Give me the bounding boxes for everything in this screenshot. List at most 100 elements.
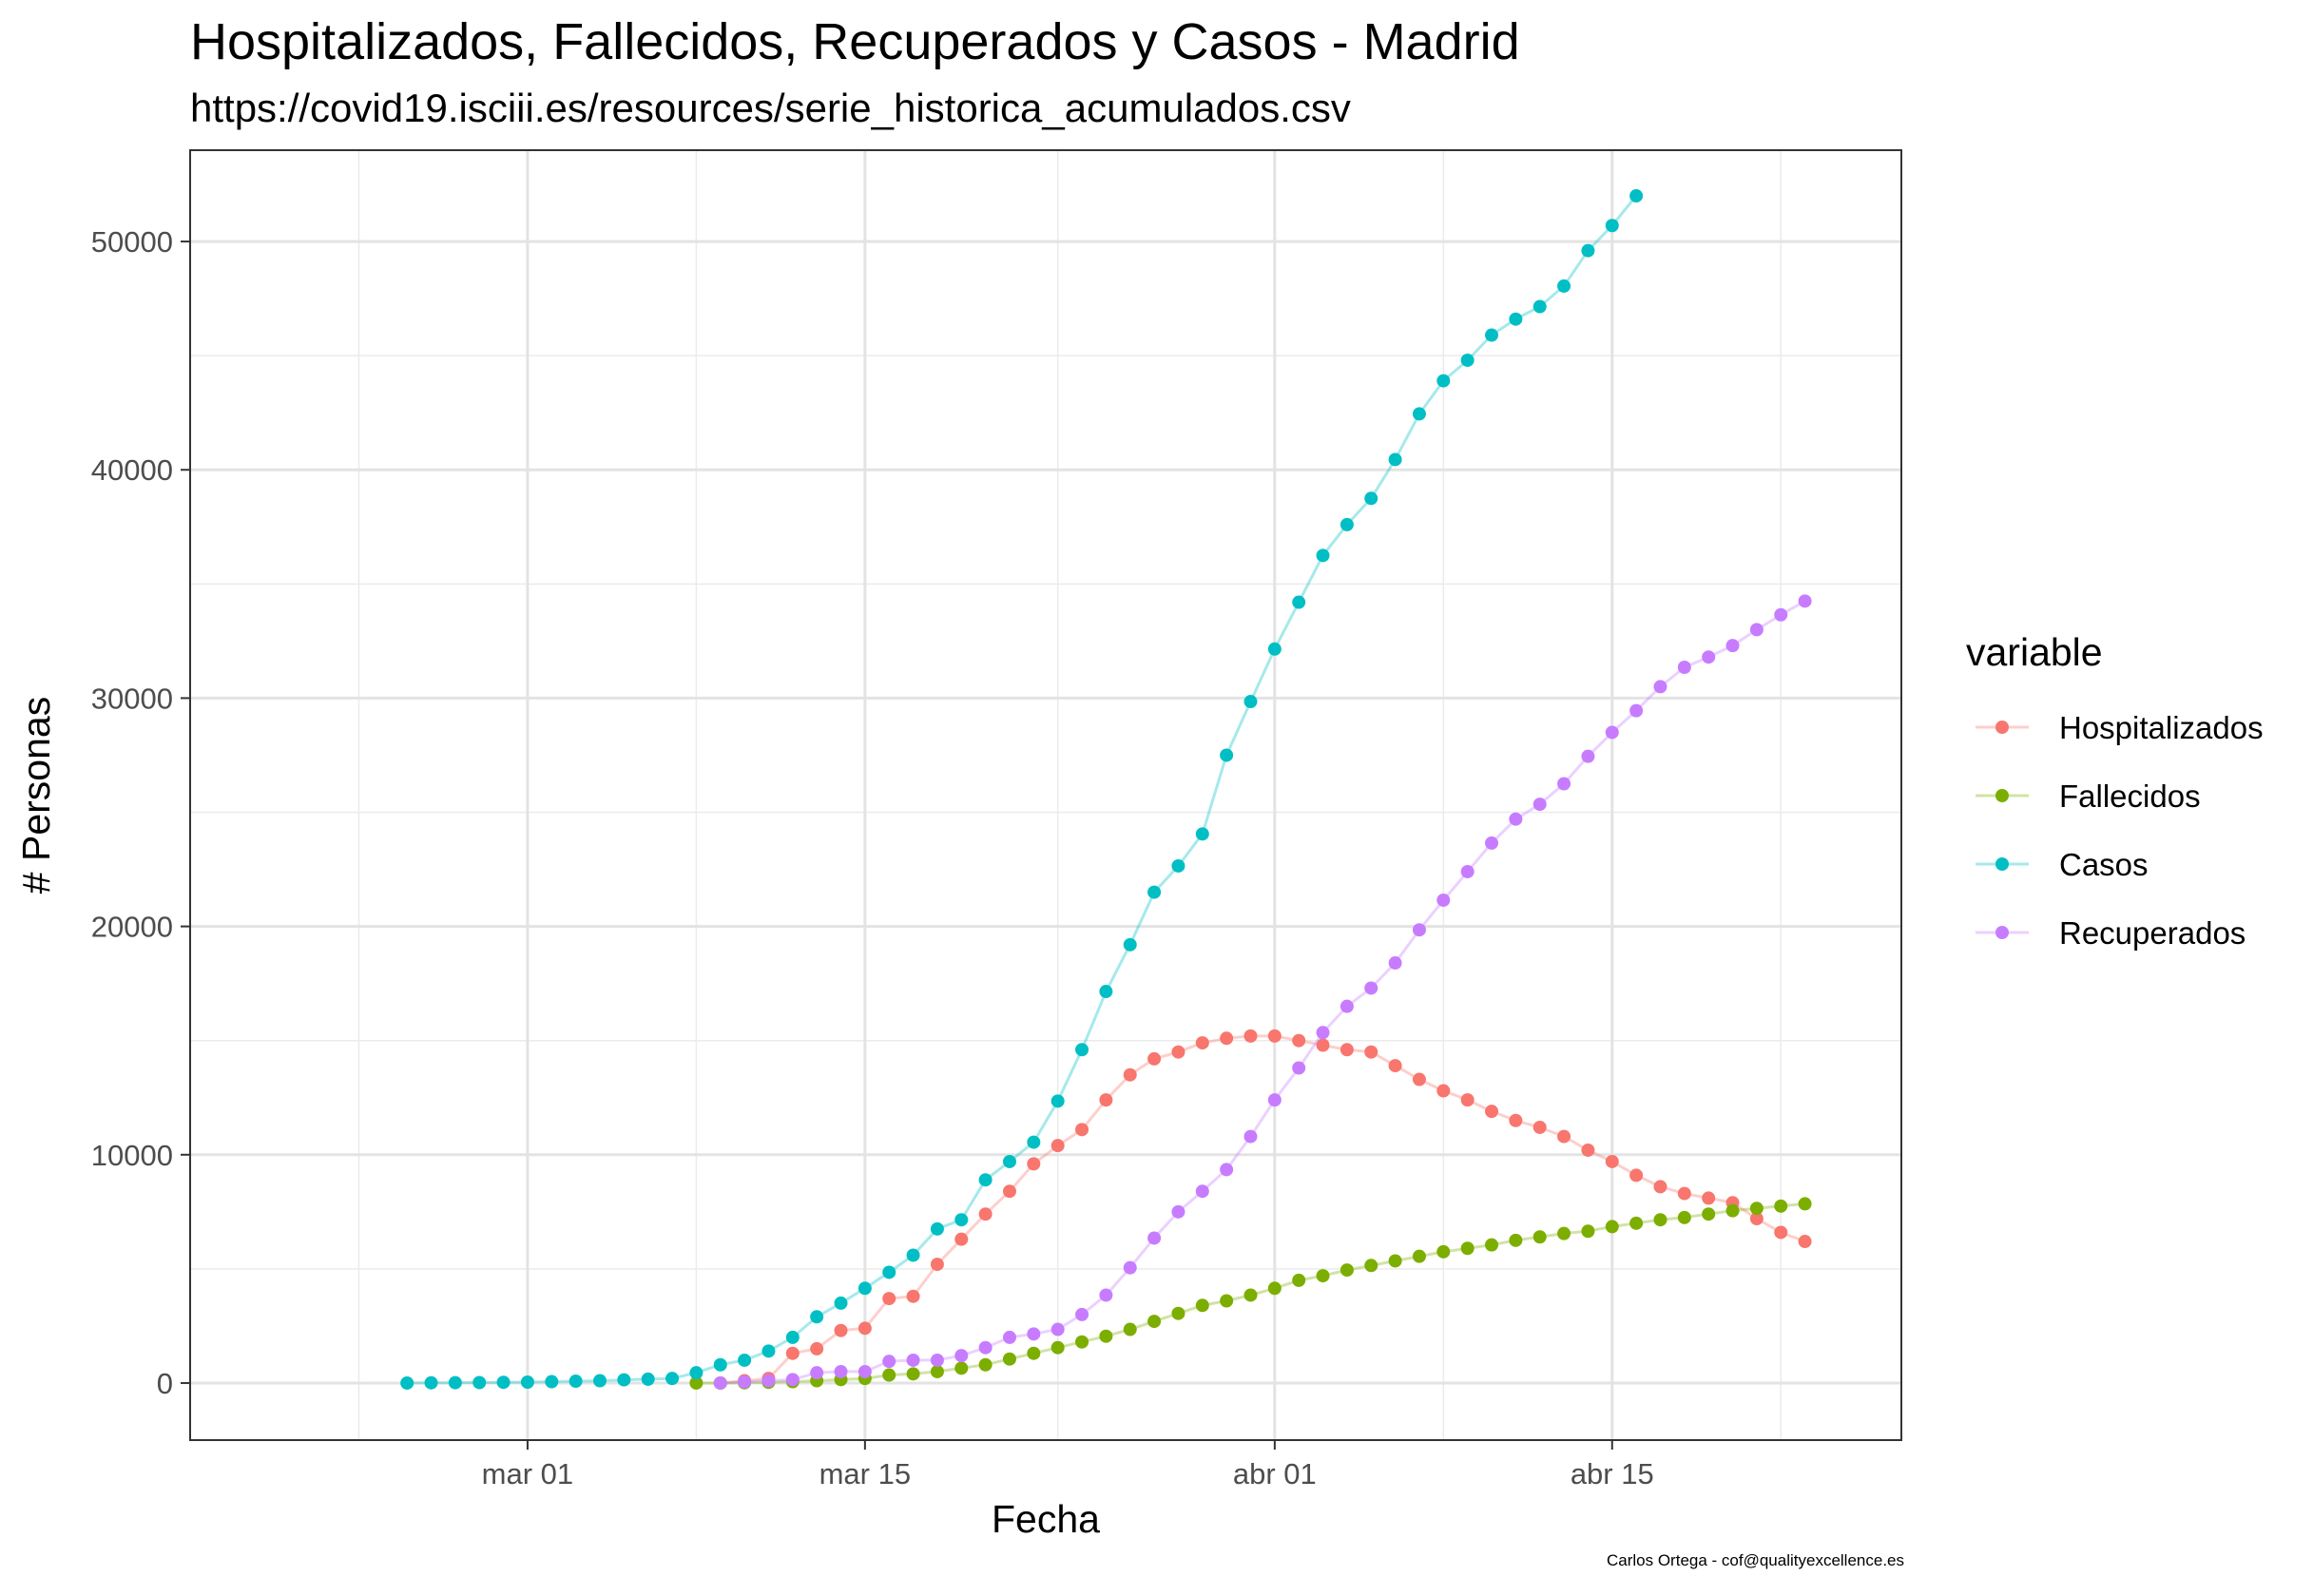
data-point <box>1267 1029 1282 1043</box>
data-point <box>1436 1244 1451 1259</box>
data-point <box>1027 1346 1041 1360</box>
data-point <box>1532 1230 1547 1244</box>
data-point <box>1774 1225 1788 1240</box>
data-point <box>1147 1051 1162 1066</box>
data-point <box>1364 1259 1378 1273</box>
data-point <box>1605 725 1619 740</box>
data-point <box>1027 1135 1041 1149</box>
legend-key-point <box>1995 789 2009 802</box>
data-point <box>882 1368 896 1382</box>
data-point <box>1267 642 1282 656</box>
data-point <box>1050 1139 1065 1153</box>
data-point <box>1123 1260 1137 1275</box>
data-point <box>1485 836 1499 850</box>
data-point <box>1653 1213 1667 1227</box>
data-point <box>1581 749 1595 763</box>
data-point <box>1485 1105 1499 1119</box>
data-point <box>1436 1084 1451 1098</box>
data-point <box>1002 1352 1016 1366</box>
x-tick-label: mar 15 <box>819 1457 911 1490</box>
data-point <box>1798 1197 1812 1211</box>
data-point <box>858 1364 872 1378</box>
data-point <box>520 1375 534 1389</box>
grid-minor <box>190 150 1901 1440</box>
data-point <box>1485 1238 1499 1252</box>
data-point <box>882 1355 896 1369</box>
data-point <box>1075 1043 1089 1057</box>
data-point <box>1195 827 1209 841</box>
data-point <box>1749 1202 1764 1216</box>
y-tick-label: 30000 <box>91 682 173 715</box>
data-point <box>1340 1263 1354 1278</box>
data-point <box>1364 1045 1378 1059</box>
data-point <box>882 1265 896 1279</box>
data-point <box>1725 639 1740 653</box>
data-point <box>1195 1298 1209 1313</box>
data-point <box>1123 1067 1137 1082</box>
data-point <box>1629 1216 1644 1230</box>
legend-item-casos: Casos <box>1976 847 2149 882</box>
data-point <box>834 1323 848 1337</box>
data-point <box>1147 885 1162 899</box>
data-point <box>761 1374 776 1388</box>
data-point <box>1243 1029 1258 1043</box>
data-point <box>1629 1168 1644 1183</box>
data-point <box>1316 548 1330 563</box>
legend-label: Hospitalizados <box>2059 710 2264 745</box>
legend-item-fallecidos: Fallecidos <box>1976 779 2201 814</box>
data-point <box>400 1375 414 1390</box>
data-point <box>1581 243 1595 258</box>
data-point <box>1364 491 1378 506</box>
data-point <box>1388 1254 1402 1268</box>
data-point <box>1340 1043 1354 1057</box>
data-point <box>1267 1093 1282 1107</box>
data-point <box>1050 1340 1065 1355</box>
data-point <box>1557 777 1571 791</box>
x-axis-title: Fecha <box>992 1497 1100 1541</box>
data-point <box>1292 1273 1306 1287</box>
x-tick-label: mar 01 <box>482 1457 573 1490</box>
data-point <box>472 1375 487 1390</box>
data-point <box>1195 1036 1209 1050</box>
data-point <box>978 1340 993 1355</box>
data-point <box>978 1207 993 1221</box>
y-tick-label: 50000 <box>91 225 173 259</box>
legend-label: Fallecidos <box>2059 779 2201 814</box>
data-point <box>1316 1038 1330 1052</box>
axis-ticks: mar 01 mar 15 abr 01 abr 15 0 10000 20000 30000… <box>91 225 1654 1490</box>
data-point <box>1171 1204 1185 1219</box>
grid-major <box>190 150 1901 1440</box>
data-point <box>785 1373 800 1387</box>
data-point <box>1605 1154 1619 1168</box>
data-point <box>1460 864 1475 878</box>
data-point <box>1220 1163 1234 1177</box>
data-point <box>1388 452 1402 467</box>
data-point <box>1316 1026 1330 1040</box>
data-point <box>1388 1059 1402 1073</box>
data-point <box>1581 1143 1595 1157</box>
data-point <box>1532 1120 1547 1134</box>
data-point <box>1171 858 1185 873</box>
data-point <box>665 1372 680 1386</box>
data-point <box>834 1364 848 1378</box>
data-point <box>858 1281 872 1296</box>
data-point <box>1220 1294 1234 1308</box>
data-point <box>785 1330 800 1344</box>
data-point <box>1557 1226 1571 1240</box>
data-point <box>738 1353 752 1367</box>
data-point <box>1364 981 1378 995</box>
y-tick-label: 20000 <box>91 911 173 944</box>
data-point <box>713 1375 727 1390</box>
data-point <box>1412 923 1426 937</box>
data-point <box>1629 189 1644 203</box>
series-line <box>720 1034 1806 1385</box>
data-point <box>834 1296 848 1310</box>
series-recuperados <box>713 594 1812 1390</box>
data-point <box>689 1366 704 1380</box>
data-point <box>1220 1031 1234 1046</box>
data-point <box>1774 1199 1788 1213</box>
data-point <box>1075 1307 1089 1321</box>
series-line <box>720 599 1806 1385</box>
